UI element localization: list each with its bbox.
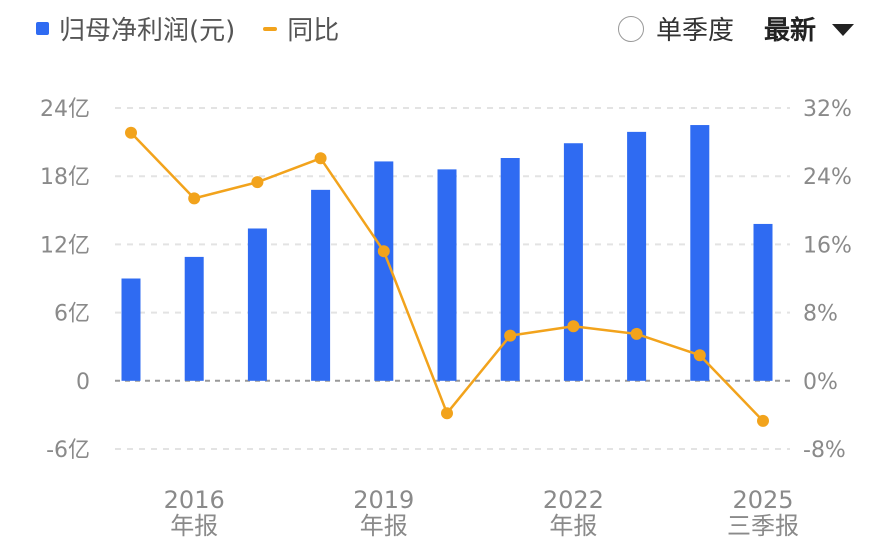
bar-legend-swatch [36, 22, 49, 35]
right-axis-tick-label: -8% [803, 438, 846, 463]
bar-legend-label: 归母净利润(元) [59, 16, 236, 46]
x-tick-label-period: 年报 [549, 512, 597, 540]
bar [563, 143, 583, 381]
right-axis-tick-label: 0% [803, 370, 838, 395]
left-axis-tick-label: 18亿 [40, 165, 90, 190]
right-axis-tick-label: 8% [803, 302, 838, 327]
yoy-point [441, 407, 453, 420]
left-axis-tick-label: 6亿 [54, 302, 90, 327]
x-tick-label-period: 年报 [360, 512, 408, 540]
yoy-point [504, 329, 517, 342]
left-axis-tick-label: 12亿 [40, 233, 90, 258]
left-axis-tick-label: 0 [76, 370, 90, 395]
bar [500, 158, 520, 381]
bar [311, 189, 331, 381]
yoy-point [314, 152, 327, 165]
bar [184, 256, 204, 381]
bar [121, 278, 141, 381]
right-axis-tick-label: 32% [803, 97, 852, 122]
line-legend-swatch [263, 26, 278, 31]
bar [753, 223, 773, 381]
x-tick-label-period: 年报 [170, 512, 218, 540]
x-tick-label-period: 三季报 [727, 512, 799, 540]
yoy-point [251, 176, 264, 189]
chevron-down-icon[interactable] [832, 23, 854, 36]
x-tick-label-year: 2025 [732, 486, 793, 514]
bar [690, 125, 710, 381]
x-tick-label-year: 2022 [543, 486, 604, 514]
yoy-point [693, 349, 706, 362]
single-quarter-label[interactable]: 单季度 [655, 16, 734, 46]
period-dropdown-label[interactable]: 最新 [763, 16, 816, 46]
line-legend-label: 同比 [287, 16, 340, 46]
single-quarter-radio[interactable] [617, 15, 644, 42]
right-axis-tick-label: 24% [803, 165, 852, 190]
x-tick-label-year: 2016 [164, 486, 225, 514]
bar [374, 161, 394, 381]
yoy-point [567, 320, 580, 333]
x-tick-label-year: 2019 [353, 486, 414, 514]
yoy-point [630, 327, 643, 340]
bar [247, 228, 267, 381]
yoy-point [125, 126, 137, 139]
controls: 单季度 最新 [617, 10, 854, 47]
yoy-point [757, 414, 769, 427]
yoy-point [377, 245, 390, 258]
yoy-point [188, 192, 201, 205]
bar [437, 169, 457, 381]
left-axis-tick-label: -6亿 [46, 438, 90, 463]
bar [627, 131, 647, 381]
right-axis-tick-label: 16% [803, 233, 852, 258]
left-axis-tick-label: 24亿 [40, 97, 90, 122]
legend: 归母净利润(元) 同比 [36, 10, 339, 47]
